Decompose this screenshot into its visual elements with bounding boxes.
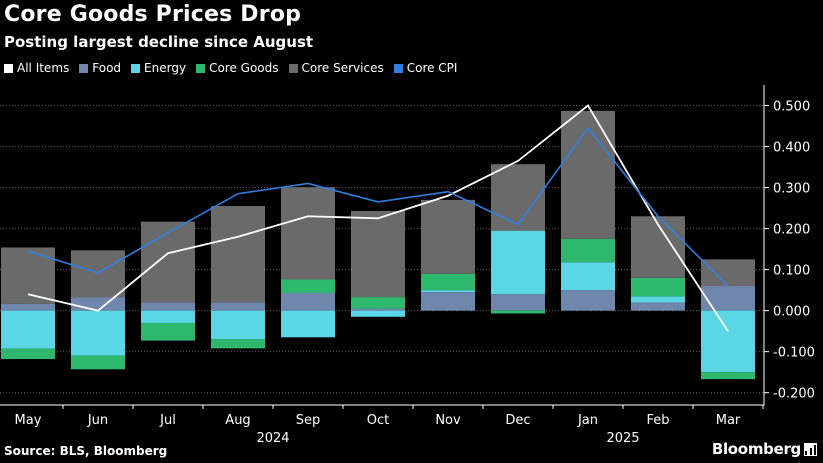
legend-swatch-food <box>79 63 89 73</box>
bar-core-services <box>491 164 545 231</box>
bar-energy <box>631 296 685 303</box>
legend-swatch-core-services <box>288 63 298 73</box>
legend-item-all-items: All Items <box>4 61 69 75</box>
bar-food <box>421 292 475 311</box>
legend-swatch-core-goods <box>196 63 206 73</box>
y-tick-label: 0.400 <box>773 141 810 156</box>
y-tick-label: -0.100 <box>773 346 815 361</box>
bar-energy <box>281 310 335 338</box>
bar-food <box>701 286 755 311</box>
bar-core-services <box>351 210 405 298</box>
chart-title: Core Goods Prices Drop <box>4 2 302 27</box>
brand-logo: Bloomberg <box>712 440 817 458</box>
y-tick-label: 0.000 <box>773 305 810 320</box>
x-year-label: 2024 <box>256 431 289 446</box>
bar-food <box>491 294 545 311</box>
y-tick-label: 0.200 <box>773 223 810 238</box>
bar-core-goods <box>1 348 55 360</box>
legend-item-energy: Energy <box>131 61 186 75</box>
y-tick-label: 0.500 <box>773 100 810 115</box>
bar-energy <box>561 262 615 291</box>
legend-swatch-all-items <box>4 63 13 73</box>
bar-food <box>281 293 335 311</box>
x-tick-label: Jul <box>159 413 176 428</box>
legend-item-core-services: Core Services <box>288 61 384 75</box>
x-year-label: 2025 <box>606 431 639 446</box>
x-tick-label: Nov <box>435 413 461 428</box>
legend-label-core-services: Core Services <box>301 61 384 75</box>
line-all-items <box>27 104 729 332</box>
bar-core-goods <box>141 322 195 341</box>
bar-core-services <box>701 259 755 287</box>
legend-label-all-items: All Items <box>17 61 70 75</box>
bar-energy <box>141 310 195 323</box>
bar-core-services <box>631 216 685 278</box>
bar-core-services <box>141 221 195 303</box>
y-tick-label: 0.100 <box>773 264 810 279</box>
x-tick-label: Aug <box>225 413 250 428</box>
bar-energy <box>71 310 125 356</box>
legend: All Items Food Energy Core Goods Core Se… <box>4 61 457 75</box>
bar-energy <box>421 290 475 293</box>
bar-food <box>71 297 125 311</box>
legend-item-food: Food <box>79 61 121 75</box>
bar-food <box>351 308 405 311</box>
bar-energy <box>351 310 405 317</box>
y-tick-label: 0.300 <box>773 182 810 197</box>
bar-core-goods <box>561 238 615 263</box>
bloomberg-bars-icon <box>804 442 817 456</box>
bar-food <box>141 302 195 311</box>
bar-core-services <box>1 247 55 304</box>
bar-core-services <box>281 187 335 280</box>
x-tick-label: Jun <box>87 413 108 428</box>
bar-food <box>631 302 685 311</box>
legend-label-food: Food <box>92 61 122 75</box>
bar-core-goods <box>351 297 405 309</box>
x-tick-label: Oct <box>367 413 389 428</box>
bar-food <box>1 303 55 311</box>
legend-item-core-cpi: Core CPI <box>393 61 458 75</box>
bar-core-services <box>421 199 475 274</box>
legend-label-energy: Energy <box>144 61 187 75</box>
x-tick-label: Feb <box>646 413 669 428</box>
legend-label-core-cpi: Core CPI <box>406 61 458 75</box>
bar-food <box>211 302 265 311</box>
bar-core-goods <box>421 273 475 291</box>
bar-core-goods <box>71 355 125 370</box>
legend-item-core-goods: Core Goods <box>196 61 279 75</box>
x-tick-label: Sep <box>296 413 321 428</box>
line-core-cpi <box>27 126 729 287</box>
source-note: Source: BLS, Bloomberg <box>4 444 168 458</box>
bar-core-goods <box>631 277 685 297</box>
bar-energy <box>701 310 755 373</box>
x-tick-label: May <box>15 413 42 428</box>
bar-core-goods <box>491 310 545 314</box>
bar-core-goods <box>281 279 335 293</box>
brand-name: Bloomberg <box>711 440 801 458</box>
legend-swatch-core-cpi <box>393 63 403 73</box>
legend-label-core-goods: Core Goods <box>209 61 279 75</box>
bar-core-goods <box>211 339 265 349</box>
x-tick-label: Mar <box>716 413 741 428</box>
bar-core-goods <box>701 372 755 380</box>
y-tick-label: -0.200 <box>773 387 815 402</box>
chart-subtitle: Posting largest decline since August <box>4 33 314 51</box>
bar-core-services <box>71 250 125 298</box>
x-tick-label: Jan <box>577 413 598 428</box>
bar-core-services <box>561 110 615 239</box>
x-tick-label: Dec <box>505 413 530 428</box>
bar-energy <box>1 310 55 349</box>
legend-swatch-energy <box>131 63 141 73</box>
bar-energy <box>211 310 265 340</box>
bar-food <box>561 290 615 311</box>
bar-energy <box>491 230 545 295</box>
bar-core-services <box>211 206 265 303</box>
